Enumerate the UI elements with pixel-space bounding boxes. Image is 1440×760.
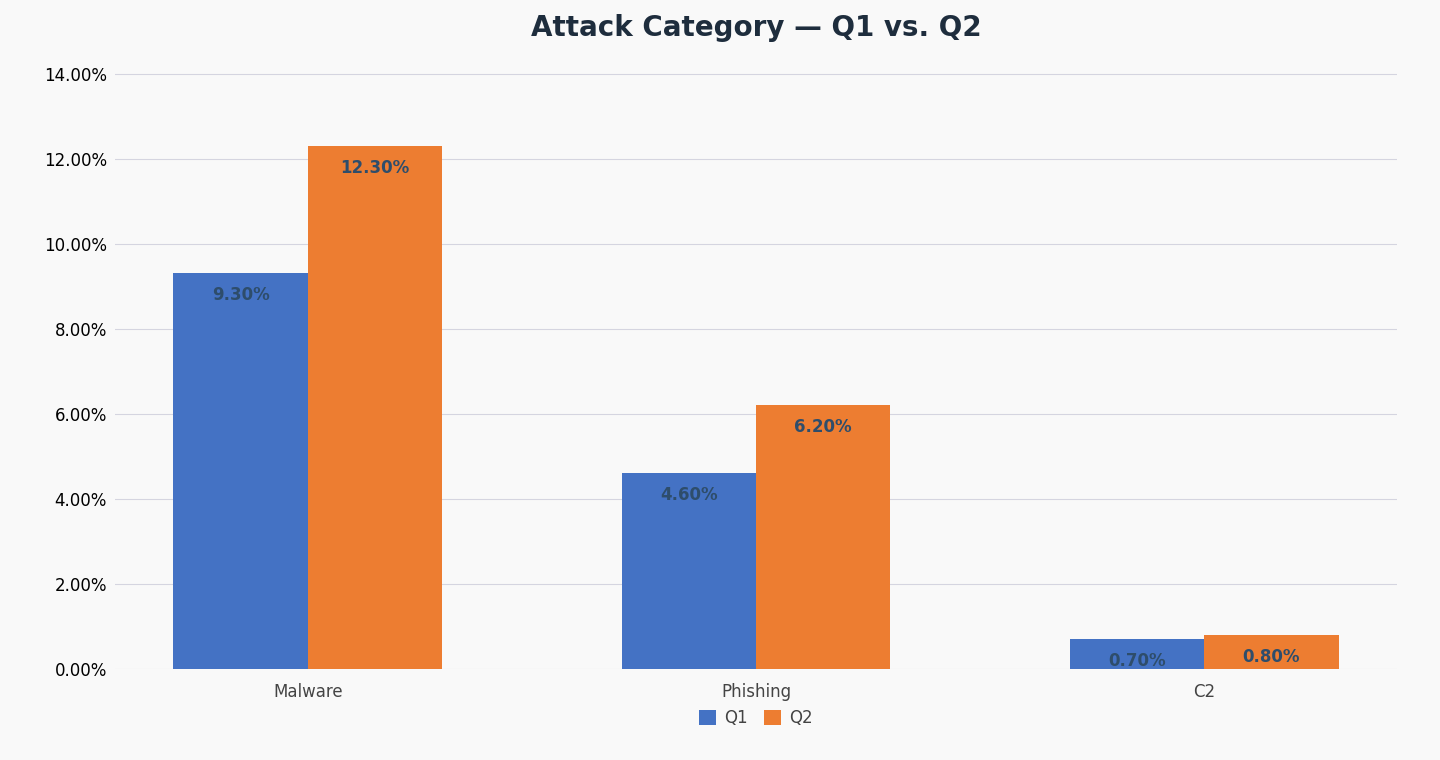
Text: 0.70%: 0.70%	[1109, 652, 1166, 670]
Bar	[173, 274, 308, 669]
Bar	[756, 405, 890, 669]
Text: 4.60%: 4.60%	[660, 486, 717, 504]
Legend: Q1, Q2: Q1, Q2	[693, 702, 819, 733]
Text: 9.30%: 9.30%	[212, 287, 269, 304]
Bar	[622, 473, 756, 669]
Bar	[308, 146, 442, 669]
Text: 6.20%: 6.20%	[795, 418, 852, 436]
Bar	[1204, 635, 1339, 669]
Bar	[1070, 639, 1204, 669]
Text: 12.30%: 12.30%	[340, 159, 410, 176]
Text: 0.80%: 0.80%	[1243, 648, 1300, 666]
Title: Attack Category — Q1 vs. Q2: Attack Category — Q1 vs. Q2	[531, 14, 981, 42]
